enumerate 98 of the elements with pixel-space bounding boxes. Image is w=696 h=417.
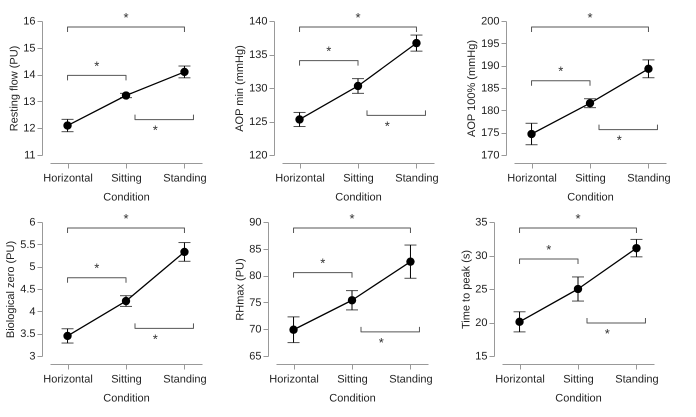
y-tick-label: 3.5 (20, 328, 36, 340)
point (63, 121, 72, 130)
x-tick-label: Sitting (111, 172, 142, 184)
annotation: * (575, 211, 581, 226)
point (348, 296, 356, 304)
y-tick-label: 175 (481, 127, 500, 140)
x-tick-label: Standing (163, 374, 207, 386)
x-tick-label: Sitting (337, 374, 368, 386)
annotation: * (378, 334, 384, 350)
point (412, 38, 421, 48)
x-tick-label: Standing (627, 172, 671, 184)
y-tick-label: 3 (29, 350, 36, 362)
x-tick-label: Sitting (111, 374, 142, 386)
point (527, 130, 536, 138)
y-tick-label: 12 (23, 122, 36, 135)
annotation: * (123, 10, 129, 25)
annotation: * (546, 242, 552, 257)
x-tick-label: Standing (389, 374, 433, 386)
y-tick-label: 180 (481, 104, 500, 117)
y-tick-label: 13 (23, 96, 36, 108)
annotation: * (384, 118, 390, 134)
y-tick-label: 20 (475, 317, 488, 329)
y-tick-label: 4 (29, 306, 36, 318)
y-axis-title: Resting flow (PU) (8, 46, 20, 132)
annotation: * (94, 58, 100, 74)
y-axis-title: Time to peak (s) (460, 250, 472, 330)
y-tick-label: 140 (249, 16, 268, 28)
x-axis-title: Condition (555, 392, 602, 404)
annotation: * (152, 331, 158, 346)
y-tick-label: 90 (249, 216, 262, 228)
y-tick-label: 80 (249, 270, 262, 282)
x-tick-label: Standing (163, 172, 207, 184)
annotation: * (320, 256, 326, 271)
x-axis-title: Condition (335, 192, 382, 204)
point (515, 318, 524, 326)
x-tick-label: Standing (395, 172, 439, 184)
x-axis-title: Condition (103, 392, 150, 404)
annotation: * (355, 10, 361, 25)
annotation: * (152, 122, 158, 138)
x-tick-label: Sitting (343, 172, 374, 184)
annotation: * (558, 64, 564, 79)
x-axis-title: Condition (567, 192, 614, 204)
y-tick-label: 5 (29, 261, 36, 274)
annotation: * (349, 211, 355, 226)
y-tick-label: 195 (481, 38, 500, 50)
y-tick-label: 35 (475, 216, 488, 228)
x-axis-title: Condition (103, 192, 150, 204)
y-tick-label: 135 (249, 49, 268, 61)
point (632, 244, 641, 252)
y-tick-label: 70 (249, 324, 262, 336)
y-tick-label: 190 (481, 60, 500, 72)
y-tick-label: 16 (23, 16, 36, 28)
y-tick-label: 120 (249, 150, 268, 162)
y-tick-label: 185 (481, 82, 500, 94)
point (574, 284, 582, 294)
point (63, 332, 72, 340)
x-tick-label: Horizontal (275, 172, 325, 184)
y-tick-label: 14 (23, 69, 36, 82)
y-tick-label: 5.5 (20, 238, 36, 251)
point (406, 257, 415, 266)
annotation: * (587, 10, 593, 25)
x-tick-label: Horizontal (495, 374, 545, 386)
x-tick-label: Horizontal (269, 374, 319, 386)
y-axis-title: AOP 100% (mmHg) (466, 40, 478, 137)
y-tick-label: 30 (475, 250, 488, 262)
y-tick-label: 200 (481, 16, 500, 28)
y-tick-label: 4.5 (20, 284, 36, 296)
x-tick-label: Sitting (575, 172, 606, 184)
annotation: * (94, 260, 100, 276)
y-tick-label: 75 (249, 296, 262, 309)
point (644, 64, 653, 73)
point (295, 115, 304, 124)
y-tick-label: 11 (24, 150, 36, 162)
y-tick-label: 6 (29, 216, 36, 228)
y-axis-title: RHmax (PU) (234, 258, 246, 321)
point (354, 82, 362, 90)
y-tick-label: 15 (23, 42, 36, 54)
y-tick-label: 15 (475, 350, 488, 362)
x-tick-label: Horizontal (43, 172, 93, 184)
x-axis-title: Condition (329, 392, 376, 404)
point (180, 248, 189, 256)
annotation: * (604, 326, 610, 342)
x-tick-label: Sitting (563, 374, 594, 386)
annotation: * (616, 132, 622, 148)
x-tick-label: Horizontal (43, 374, 93, 386)
y-axis-title: Biological zero (PU) (5, 240, 18, 338)
y-tick-label: 85 (249, 243, 262, 256)
y-tick-label: 170 (481, 150, 500, 162)
y-tick-label: 65 (249, 350, 262, 362)
x-tick-label: Standing (615, 374, 659, 386)
annotation: * (326, 44, 332, 59)
y-tick-label: 125 (249, 116, 268, 128)
y-axis-title: AOP min (mmHg) (234, 45, 246, 132)
annotation: * (123, 211, 129, 226)
y-tick-label: 130 (249, 82, 268, 94)
point (289, 326, 298, 334)
y-tick-label: 25 (475, 284, 488, 296)
x-tick-label: Horizontal (507, 172, 557, 184)
